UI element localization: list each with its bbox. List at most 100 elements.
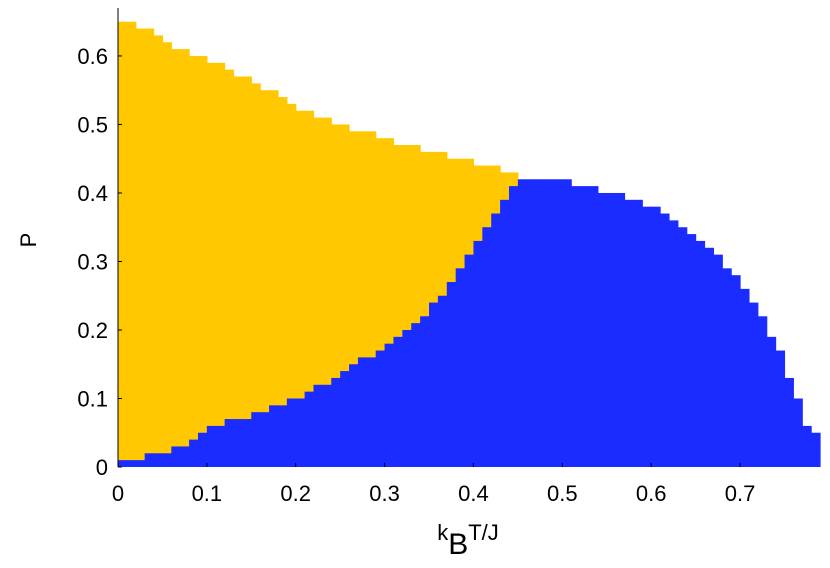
area-step bbox=[349, 131, 359, 468]
area-step bbox=[180, 49, 190, 467]
area-step bbox=[393, 145, 403, 467]
area-step bbox=[411, 145, 421, 467]
area-step bbox=[402, 329, 412, 467]
area-step bbox=[473, 240, 483, 467]
area-step bbox=[384, 138, 395, 467]
x-tick-label: 0.5 bbox=[547, 481, 578, 506]
area-step bbox=[366, 131, 377, 468]
area-step bbox=[748, 302, 759, 467]
area-step bbox=[322, 117, 332, 467]
area-step bbox=[562, 179, 572, 467]
x-tick-label: 0.1 bbox=[192, 481, 223, 506]
area-step bbox=[615, 192, 626, 467]
area-step bbox=[251, 83, 261, 467]
y-tick-label: 0.1 bbox=[77, 386, 108, 411]
area-step bbox=[118, 460, 128, 467]
y-axis-label: P bbox=[16, 233, 41, 248]
area-step bbox=[420, 316, 430, 467]
area-step bbox=[206, 62, 217, 467]
area-step bbox=[437, 295, 448, 467]
area-step bbox=[135, 28, 146, 467]
area-step bbox=[766, 336, 777, 467]
area-step bbox=[624, 199, 634, 467]
area-step bbox=[775, 350, 786, 467]
x-tick-label: 0.6 bbox=[636, 481, 667, 506]
area-step bbox=[606, 192, 617, 467]
area-step bbox=[269, 90, 279, 467]
area-step bbox=[304, 391, 315, 467]
area-step bbox=[357, 131, 368, 468]
area-step bbox=[331, 377, 341, 467]
x-tick-label: 0.7 bbox=[725, 481, 756, 506]
area-step bbox=[722, 268, 732, 467]
y-tick-label: 0.2 bbox=[77, 318, 108, 343]
area-step bbox=[535, 179, 546, 467]
area-step bbox=[197, 55, 208, 467]
area-step bbox=[286, 398, 297, 467]
area-step bbox=[455, 268, 466, 467]
area-step bbox=[224, 419, 235, 467]
area-step bbox=[269, 405, 279, 467]
area-step bbox=[313, 384, 323, 467]
area-step bbox=[171, 49, 181, 467]
area-step bbox=[429, 302, 439, 467]
area-step bbox=[304, 110, 315, 467]
area-step bbox=[144, 28, 155, 467]
y-tick-label: 0.5 bbox=[77, 112, 108, 137]
area-step bbox=[144, 453, 155, 467]
area-step bbox=[162, 453, 172, 467]
area-step bbox=[349, 364, 359, 467]
area-step bbox=[420, 151, 430, 468]
area-step bbox=[793, 398, 803, 467]
area-step bbox=[189, 55, 199, 467]
x-label-sub: B bbox=[448, 528, 468, 561]
area-step bbox=[366, 357, 377, 467]
area-step bbox=[446, 282, 457, 467]
area-step bbox=[118, 21, 128, 468]
area-step bbox=[544, 179, 555, 467]
area-step bbox=[375, 138, 386, 467]
area-step bbox=[197, 432, 208, 467]
area-step bbox=[642, 206, 652, 468]
area-step bbox=[686, 234, 697, 467]
area-step bbox=[508, 186, 519, 468]
area-step bbox=[215, 425, 226, 467]
area-step bbox=[740, 288, 750, 467]
y-tick-label: 0.6 bbox=[77, 44, 108, 69]
area-step bbox=[180, 446, 190, 467]
area-step bbox=[313, 117, 323, 467]
area-step bbox=[126, 460, 137, 467]
x-tick-label: 0.4 bbox=[458, 481, 489, 506]
area-step bbox=[242, 76, 252, 468]
area-step bbox=[384, 343, 395, 467]
area-step bbox=[295, 110, 306, 467]
x-axis-label: kBT/J bbox=[437, 520, 499, 561]
area-step bbox=[153, 453, 164, 467]
x-tick-label: 0.3 bbox=[369, 481, 400, 506]
area-step bbox=[704, 247, 714, 467]
area-step bbox=[277, 405, 288, 467]
area-step bbox=[517, 179, 528, 467]
area-step bbox=[126, 21, 137, 468]
area-step bbox=[588, 186, 599, 468]
area-step bbox=[215, 62, 226, 467]
area-step bbox=[731, 275, 741, 467]
area-step bbox=[295, 398, 306, 467]
area-step bbox=[668, 220, 679, 467]
area-step bbox=[135, 460, 146, 467]
area-step bbox=[411, 323, 421, 467]
area-step bbox=[171, 446, 181, 467]
area-step bbox=[651, 206, 661, 468]
area-step bbox=[375, 350, 386, 467]
area-step bbox=[491, 213, 501, 467]
y-tick-label: 0 bbox=[96, 455, 108, 480]
area-step bbox=[660, 213, 670, 467]
area-step bbox=[224, 69, 235, 468]
area-step bbox=[553, 179, 563, 467]
x-label-part: T/J bbox=[468, 520, 499, 545]
area-step bbox=[340, 371, 350, 467]
area-step bbox=[597, 192, 608, 467]
area-step bbox=[571, 186, 581, 468]
area-step bbox=[233, 76, 244, 468]
